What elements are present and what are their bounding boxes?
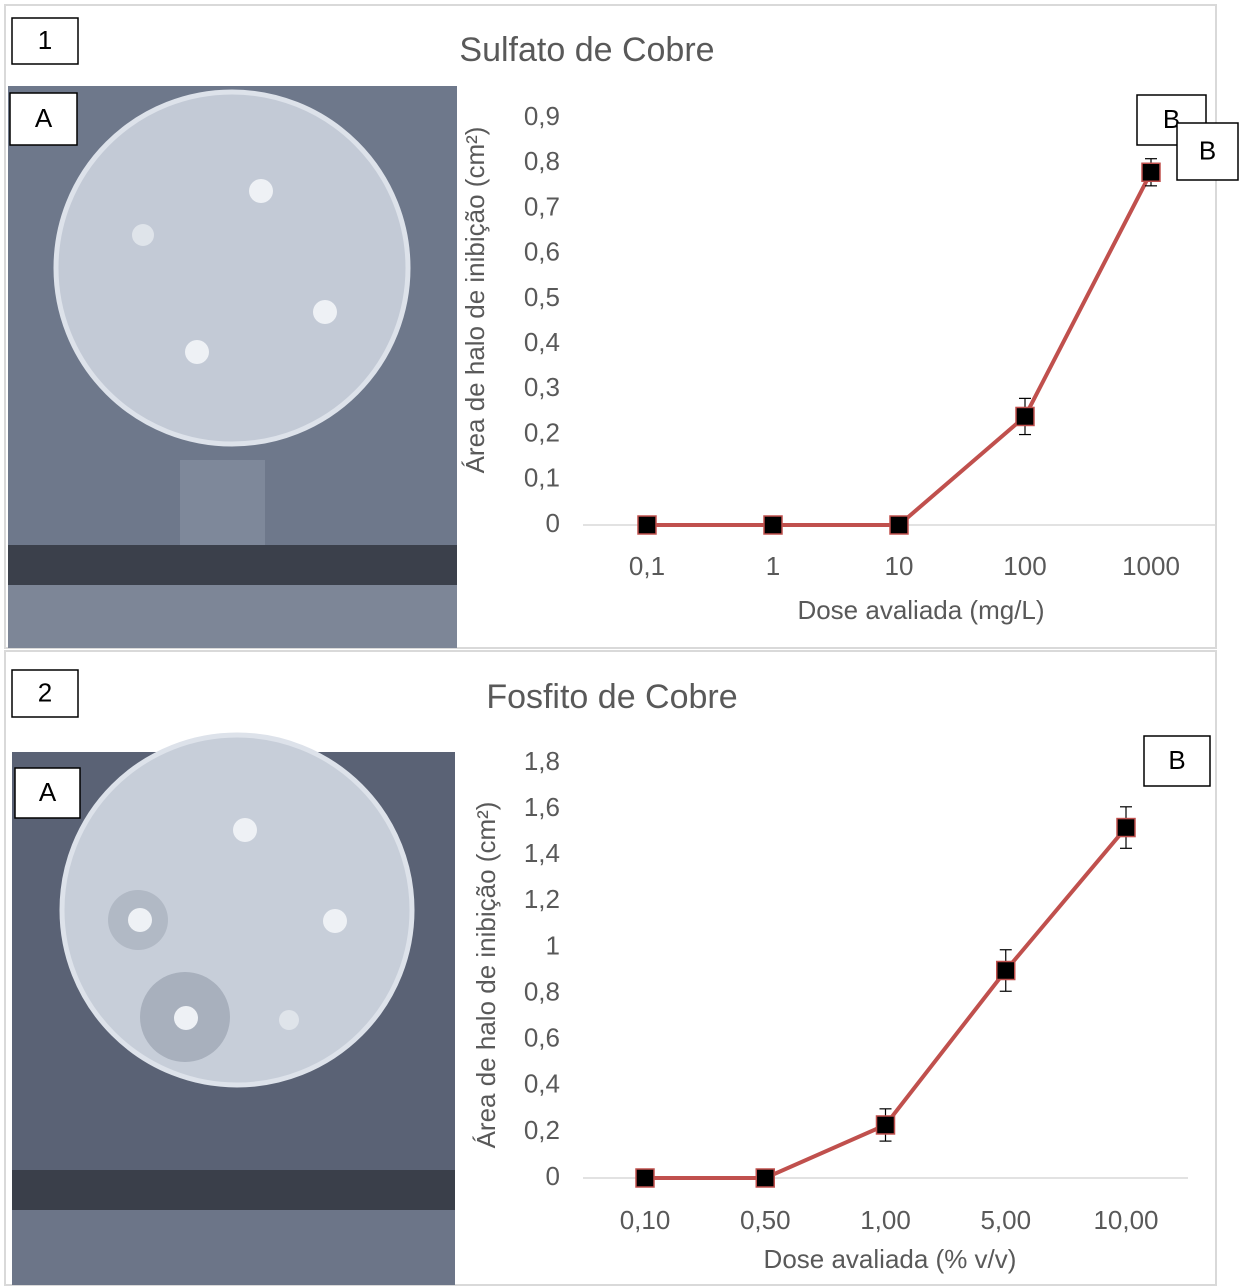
photo-label: A [35, 103, 53, 133]
y-tick-label: 1,8 [524, 746, 560, 776]
marker [756, 1169, 774, 1187]
x-tick-label: 1 [766, 551, 780, 581]
chart-title: Sulfato de Cobre [459, 31, 714, 69]
x-axis-title: Dose avaliada (mg/L) [797, 595, 1044, 625]
y-tick-label: 1,2 [524, 884, 560, 914]
y-tick-label: 1,6 [524, 792, 560, 822]
x-axis-title: Dose avaliada (% v/v) [764, 1244, 1017, 1274]
marker [1142, 163, 1160, 181]
panel-label: 1 [38, 25, 52, 55]
marker [764, 516, 782, 534]
annotation: B [1168, 745, 1185, 775]
photo [8, 86, 457, 648]
x-tick-label: 5,00 [980, 1205, 1031, 1235]
marker [997, 962, 1015, 980]
x-tick-label: 0,1 [629, 551, 665, 581]
y-tick-label: 0 [546, 1161, 560, 1191]
marker [877, 1116, 895, 1134]
y-tick-label: 0,2 [524, 1115, 560, 1145]
x-tick-label: 0,10 [620, 1205, 671, 1235]
y-tick-label: 0,8 [524, 146, 560, 176]
x-tick-label: 100 [1003, 551, 1046, 581]
chart-title: Fosfito de Cobre [486, 678, 737, 716]
y-tick-label: 1,4 [524, 838, 560, 868]
y-tick-label: 0,1 [524, 463, 560, 493]
x-tick-label: 1,00 [860, 1205, 911, 1235]
x-tick-label: 10,00 [1093, 1205, 1158, 1235]
y-tick-label: 0,6 [524, 1023, 560, 1053]
x-tick-label: 1000 [1122, 551, 1180, 581]
panel-label: 2 [38, 677, 52, 707]
data-line [647, 172, 1151, 525]
y-tick-label: 0,5 [524, 282, 560, 312]
y-tick-label: 0,7 [524, 191, 560, 221]
page: {"chart_data": [ {"type": "line", "panel… [0, 0, 1241, 1287]
y-tick-label: 0 [546, 508, 560, 538]
marker [1117, 819, 1135, 837]
x-tick-label: 10 [885, 551, 914, 581]
y-tick-label: 1 [546, 930, 560, 960]
y-tick-label: 0,4 [524, 1069, 560, 1099]
y-tick-label: 0,9 [524, 101, 560, 131]
y-axis-title: Área de halo de inibição (cm²) [460, 127, 490, 474]
y-tick-label: 0,4 [524, 327, 560, 357]
marker [636, 1169, 654, 1187]
y-tick-label: 0,8 [524, 976, 560, 1006]
annotation: B [1199, 135, 1216, 165]
marker [638, 516, 656, 534]
y-tick-label: 0,6 [524, 237, 560, 267]
marker [1016, 407, 1034, 425]
figure: 1 A Sulfato de Cobre 0 0,1 0,2 0,3 0,4 0,5 0,6 0,7… [0, 0, 1241, 1287]
y-tick-label: 0,2 [524, 417, 560, 447]
photo-label: A [39, 777, 57, 807]
x-tick-label: 0,50 [740, 1205, 791, 1235]
marker [890, 516, 908, 534]
y-axis-title: Área de halo de inibição (cm²) [471, 802, 501, 1149]
y-tick-label: 0,3 [524, 372, 560, 402]
